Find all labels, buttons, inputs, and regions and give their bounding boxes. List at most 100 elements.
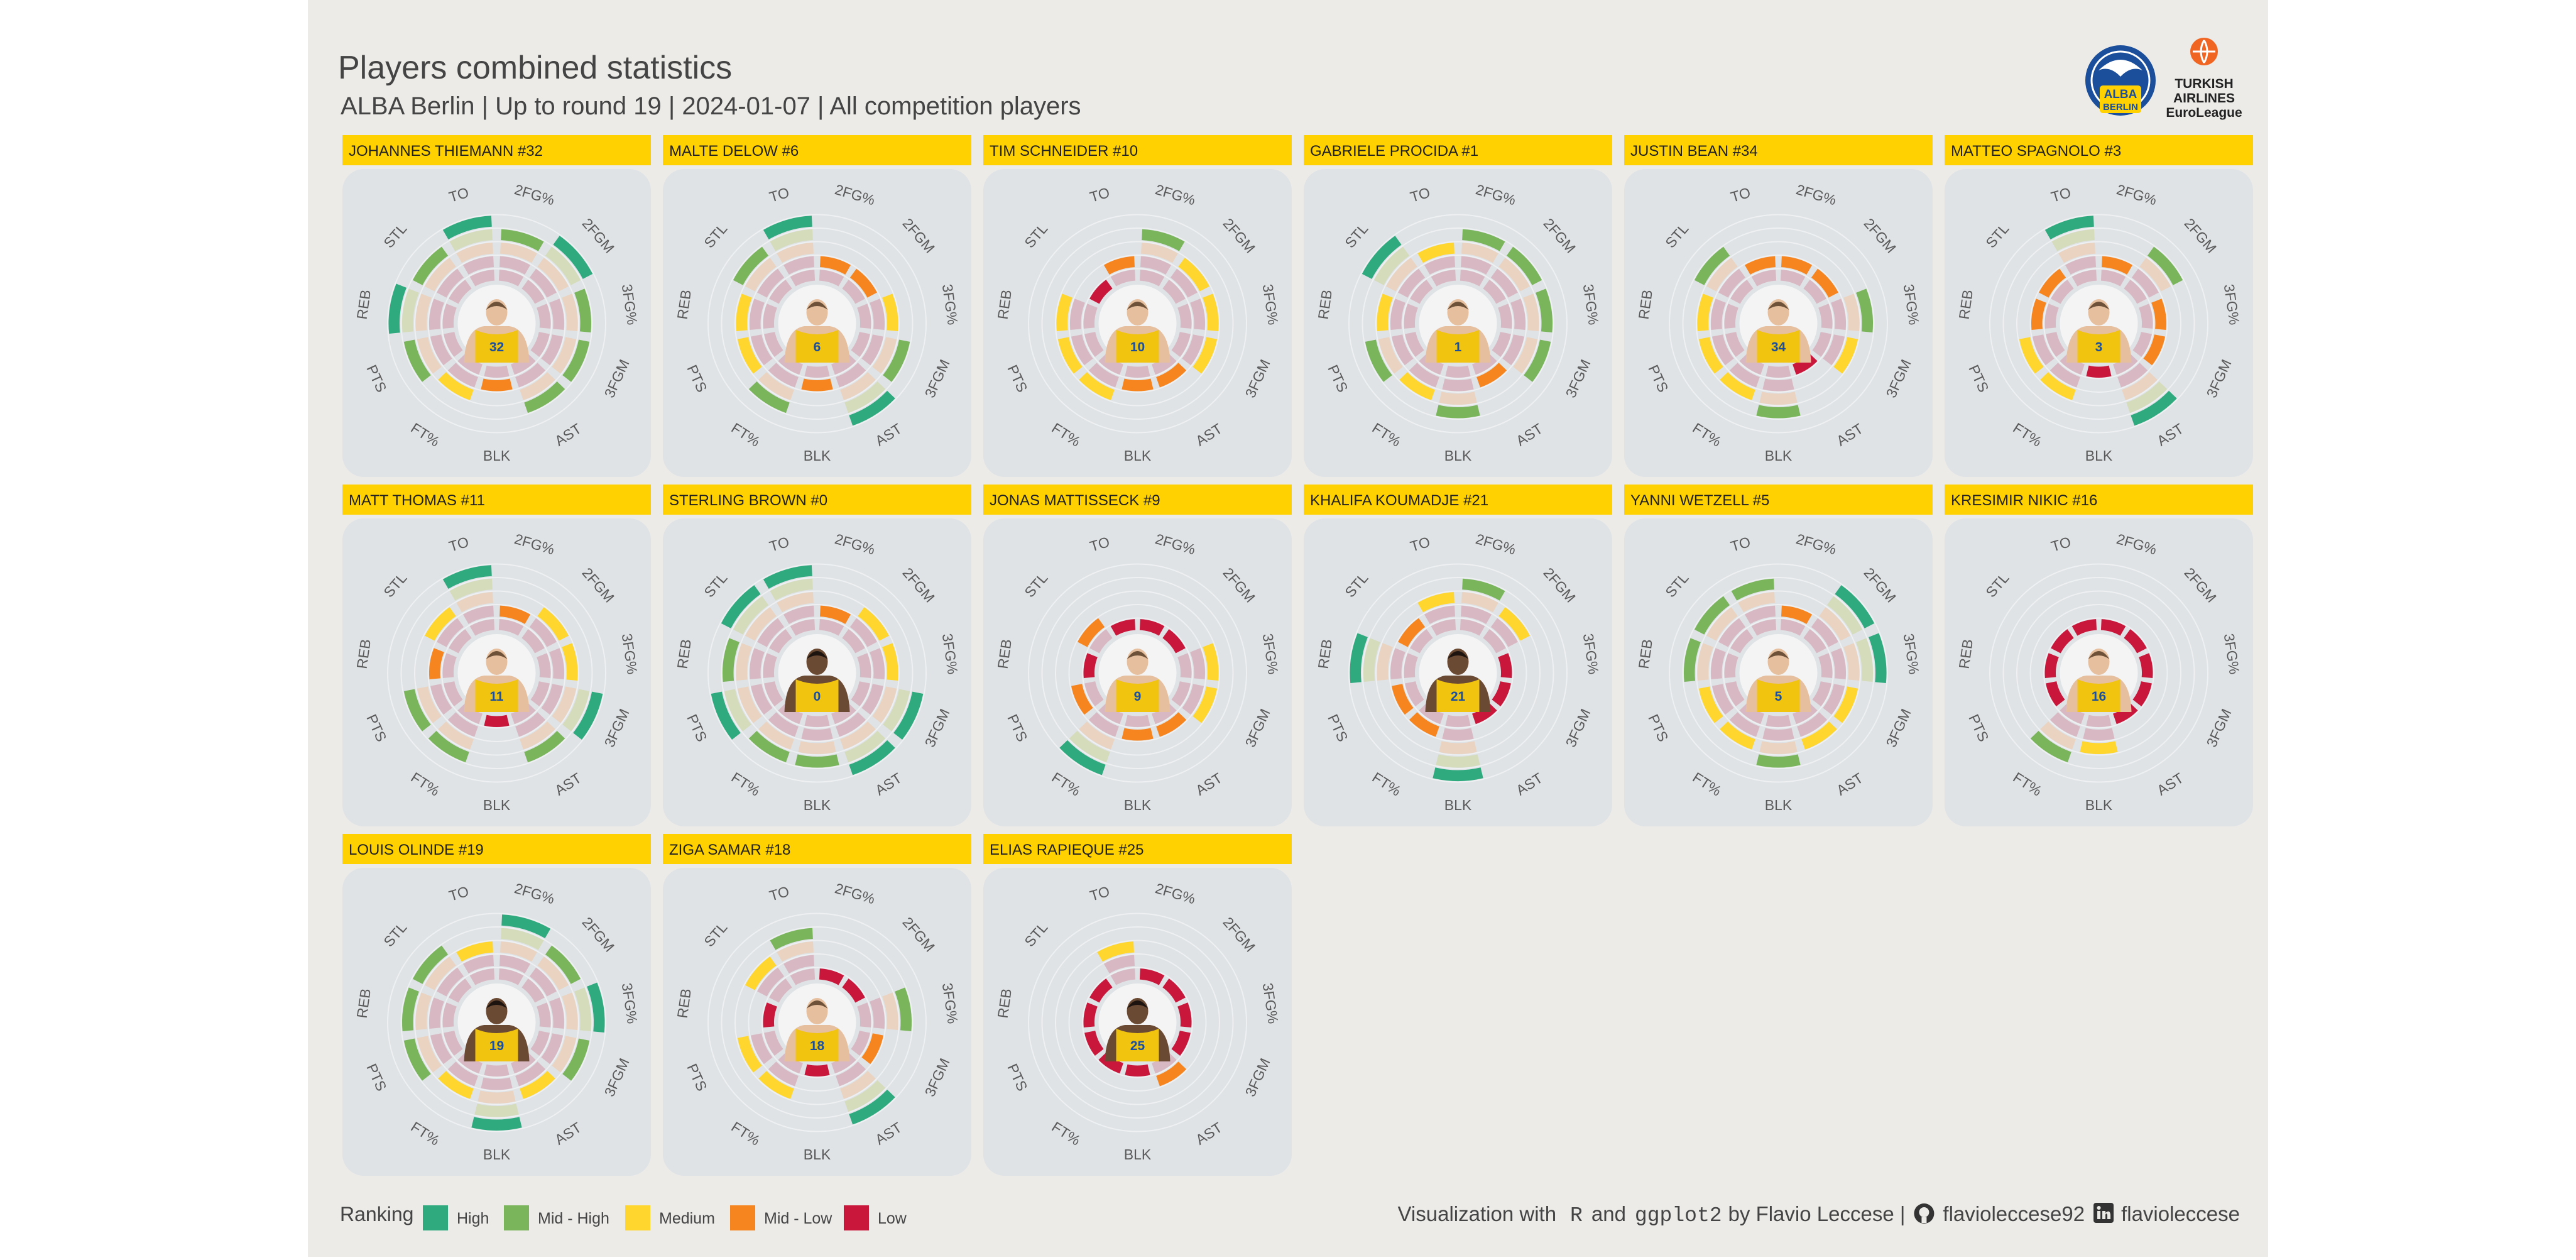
stat-bar-segment: [515, 1061, 546, 1087]
stat-bar-segment: [2083, 728, 2115, 741]
grid-ring: [748, 953, 887, 1092]
stat-bar-segment: [819, 270, 844, 287]
stat-bar-segment: [1439, 392, 1477, 405]
stat-bar-segment: [1424, 605, 1455, 624]
stat-bar-segment: [748, 731, 790, 763]
grid-ring: [1082, 967, 1193, 1078]
grid-ring: [1709, 604, 1848, 742]
stat-bar-segment: [1431, 619, 1456, 636]
stat-bar-segment: [1738, 592, 1775, 613]
stat-bar-segment: [449, 629, 472, 654]
legend-label: Low: [878, 1210, 907, 1227]
player-name-bar: [663, 485, 971, 515]
stat-bar-segment: [1182, 684, 1204, 715]
grid-ring: [721, 926, 914, 1119]
stat-bar-segment: [2147, 246, 2183, 285]
stat-bar-segment: [777, 592, 814, 613]
stat-bar-segment: [1751, 619, 1777, 636]
stat-bar-segment: [498, 968, 524, 985]
stat-bar-segment: [437, 268, 464, 298]
stat-bar-segment: [1730, 280, 1754, 304]
grid-ring: [427, 953, 566, 1092]
jersey-number: 1: [1454, 340, 1462, 354]
stat-bar-segment: [1098, 703, 1123, 725]
stat-bar-segment: [388, 283, 407, 334]
grid-ring: [721, 227, 914, 420]
stat-bar-segment: [1399, 372, 1435, 400]
stat-bar-segment: [415, 293, 432, 331]
stat-bar-segment: [1461, 605, 1492, 624]
stat-bar-segment: [437, 967, 464, 997]
footer-github[interactable]: flavioleccese92: [1943, 1202, 2085, 1225]
stat-bar-segment: [851, 681, 870, 706]
grid-ring: [734, 241, 900, 407]
grid-ring: [761, 617, 873, 729]
stat-bar-segment: [1071, 334, 1093, 366]
stat-bar-segment: [1490, 618, 1518, 647]
euroleague-logo-word: EuroLeague: [2166, 106, 2242, 120]
stat-bar-segment: [836, 1061, 866, 1087]
stat-axis-label: BLK: [1124, 797, 1152, 813]
stat-bar-segment: [449, 578, 493, 601]
player-name-bar: [342, 485, 651, 515]
stat-bar-segment: [428, 299, 444, 330]
stat-bar-segment: [836, 363, 866, 388]
stat-bar-segment: [1756, 754, 1801, 768]
stat-bar-segment: [430, 1033, 452, 1065]
stat-bar-segment: [1084, 681, 1104, 706]
footer-linkedin[interactable]: flavioleccese: [2121, 1202, 2240, 1225]
jersey-number: 9: [1134, 689, 1142, 704]
player-avatar: 16: [2066, 649, 2132, 712]
player-name: LOUIS OLINDE #19: [349, 841, 484, 858]
stat-bar-segment: [552, 686, 577, 723]
stat-bar-segment: [2051, 629, 2074, 654]
jersey-number: 5: [1775, 689, 1782, 704]
grid-ring: [427, 255, 566, 393]
stat-bar-segment: [1419, 353, 1444, 375]
stat-bar-segment: [1492, 332, 1511, 357]
player-avatar: 0: [784, 649, 850, 712]
footer-prefix: Visualization with: [1398, 1202, 1557, 1225]
player-name-bar: [1304, 135, 1612, 165]
stat-bar-segment: [2132, 332, 2152, 357]
grid-ring: [2029, 255, 2168, 393]
stat-bar-segment: [430, 684, 452, 715]
stat-bar-segment: [524, 381, 565, 414]
stat-bar-segment: [2122, 372, 2158, 400]
grid-ring: [1669, 563, 1888, 783]
stat-bar-segment: [777, 243, 814, 263]
stat-bar-segment: [851, 332, 870, 357]
stat-bar-segment: [2039, 268, 2066, 298]
euroleague-logo-word: AIRLINES: [2173, 91, 2235, 106]
grid-ring: [1082, 617, 1193, 729]
stat-bar-segment: [1404, 653, 1418, 678]
stat-bar-segment: [1781, 256, 1813, 275]
stat-bar-segment: [851, 1031, 870, 1056]
grid-ring: [1055, 590, 1220, 756]
grid-ring: [1402, 617, 1514, 729]
stat-bar-segment: [1365, 339, 1392, 382]
stat-bar-segment: [1462, 229, 1505, 251]
player-avatar: 25: [1105, 998, 1171, 1061]
stat-bar-segment: [1433, 767, 1483, 782]
grid-ring: [1041, 577, 1234, 769]
stat-bar-segment: [1192, 686, 1218, 723]
player-name: MALTE DELOW #6: [669, 143, 799, 160]
player-name: MATTEO SPAGNOLO #3: [1951, 143, 2121, 160]
stat-bar-segment: [769, 978, 792, 1003]
stat-bar-segment: [2131, 390, 2177, 426]
stat-bar-segment: [438, 1071, 474, 1099]
player-card: YANNI WETZELL #52FG%2FGM3FG%3FGMASTBLKFT…: [1624, 485, 1933, 826]
legend-swatch: [504, 1205, 529, 1230]
player-card: MATTEO SPAGNOLO #32FG%2FGM3FG%3FGMASTBLK…: [1945, 135, 2253, 477]
stat-bar-segment: [1801, 721, 1837, 750]
stat-bar-segment: [840, 372, 876, 400]
legend-title: Ranking: [340, 1203, 413, 1225]
stat-bar-segment: [1711, 334, 1734, 366]
stat-bar-segment: [870, 997, 885, 1029]
stat-bar-segment: [1083, 1002, 1098, 1027]
stat-bar-segment: [530, 332, 550, 357]
stat-bar-segment: [1079, 372, 1115, 400]
stat-bar-segment: [1492, 681, 1511, 706]
stat-bar-segment: [521, 280, 545, 304]
